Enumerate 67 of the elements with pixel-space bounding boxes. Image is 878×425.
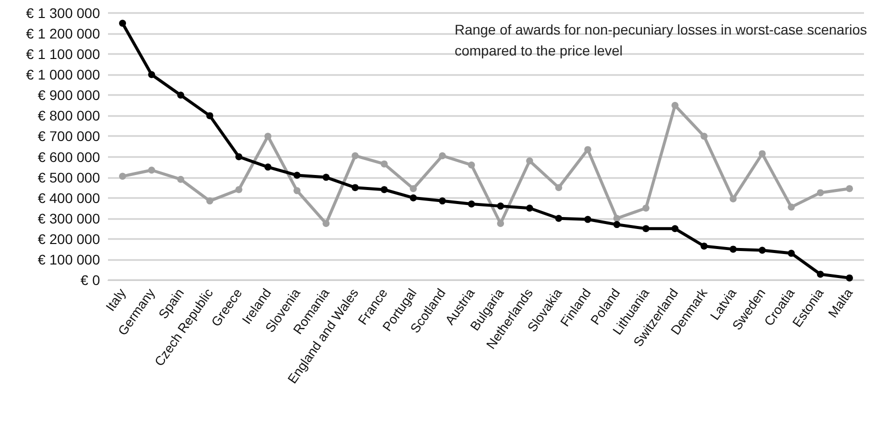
point bbox=[438, 197, 446, 204]
point bbox=[846, 274, 853, 282]
point bbox=[846, 185, 853, 192]
point bbox=[613, 221, 620, 228]
point bbox=[758, 246, 766, 254]
point bbox=[758, 150, 766, 158]
point bbox=[672, 225, 678, 232]
point bbox=[264, 132, 272, 140]
y-tick-label: € 700 000 bbox=[38, 128, 100, 144]
point bbox=[497, 220, 504, 228]
point bbox=[294, 187, 300, 194]
point bbox=[264, 164, 272, 171]
point bbox=[294, 172, 300, 179]
point bbox=[816, 189, 824, 196]
point bbox=[468, 161, 475, 168]
point bbox=[352, 184, 359, 192]
point bbox=[730, 246, 737, 253]
point bbox=[177, 176, 184, 183]
point bbox=[410, 194, 417, 202]
text: Range of awards for non-pecuniary losses in worst-case scenarios compared to the price level bbox=[454, 22, 868, 58]
y-tick-label: € 100 000 bbox=[38, 251, 100, 268]
y-tick-label: € 1 200 000 bbox=[26, 26, 100, 42]
point bbox=[235, 153, 242, 160]
point bbox=[352, 152, 359, 160]
point bbox=[380, 160, 388, 168]
point bbox=[148, 166, 156, 174]
point bbox=[788, 204, 795, 211]
point bbox=[119, 172, 126, 180]
point bbox=[380, 186, 388, 194]
point bbox=[700, 132, 708, 140]
point bbox=[526, 157, 534, 164]
point bbox=[613, 214, 620, 222]
y-tick-label: € 300 000 bbox=[38, 210, 100, 226]
y-tick-label: € 1 300 000 bbox=[26, 5, 100, 21]
y-tick-label: € 200 000 bbox=[38, 230, 100, 247]
point bbox=[816, 270, 824, 278]
point bbox=[700, 242, 708, 250]
y-tick-label: € 0 bbox=[80, 272, 100, 288]
y-tick-label: € 800 000 bbox=[38, 108, 100, 124]
y-tick-label: € 600 000 bbox=[38, 148, 100, 165]
point bbox=[555, 214, 562, 222]
y-tick-label: € 1 000 000 bbox=[26, 66, 100, 83]
point bbox=[468, 200, 475, 208]
point bbox=[177, 92, 184, 99]
point bbox=[642, 204, 650, 212]
point bbox=[584, 146, 592, 154]
y-tick-label: € 500 000 bbox=[38, 169, 100, 186]
point bbox=[555, 184, 562, 192]
y-tick-label: € 1 100 000 bbox=[26, 46, 100, 62]
point bbox=[206, 197, 214, 204]
point bbox=[322, 220, 330, 228]
y-tick-label: € 900 000 bbox=[38, 87, 100, 104]
point bbox=[730, 195, 737, 202]
point bbox=[148, 71, 156, 78]
point bbox=[584, 216, 592, 223]
point bbox=[206, 112, 214, 120]
point bbox=[788, 250, 795, 257]
point bbox=[438, 152, 446, 160]
point bbox=[119, 20, 126, 27]
point bbox=[526, 204, 534, 212]
y-tick-label: € 400 000 bbox=[38, 190, 100, 206]
point bbox=[410, 185, 417, 192]
point bbox=[235, 186, 242, 194]
point bbox=[322, 174, 330, 181]
point bbox=[672, 102, 678, 109]
point bbox=[497, 202, 504, 210]
point bbox=[642, 225, 650, 232]
